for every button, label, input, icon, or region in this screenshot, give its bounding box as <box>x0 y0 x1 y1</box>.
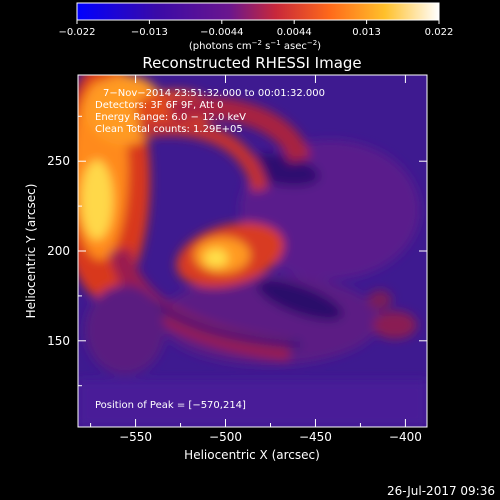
colorbar-tick-label: −0.022 <box>58 27 95 38</box>
x-tick-label: −450 <box>299 430 332 444</box>
peak-position-label: Position of Peak = [−570,214] <box>95 400 246 411</box>
y-tick-label: 200 <box>47 244 70 258</box>
chart-title: Reconstructed RHESSI Image <box>142 54 361 72</box>
x-axis: −550 −500 −450 −400 <box>90 75 422 444</box>
y-tick-label: 150 <box>47 334 70 348</box>
colorbar: −0.022 −0.013 −0.0044 0.0044 0.013 0.022 (pho… <box>58 2 453 52</box>
observation-info: 7−Nov−2014 23:51:32.000 to 00:01:32.000D… <box>95 88 325 135</box>
colorbar-tick-label: 0.0044 <box>277 27 312 38</box>
info-line: Energy Range: 6.0 − 12.0 keV <box>95 112 246 123</box>
y-tick-label: 250 <box>47 154 70 168</box>
colorbar-ticks: −0.022 −0.013 −0.0044 0.0044 0.013 0.022 <box>58 20 453 38</box>
colorbar-tick-label: −0.013 <box>131 27 168 38</box>
plot-area <box>78 75 427 427</box>
info-line: 7−Nov−2014 23:51:32.000 to 00:01:32.000 <box>103 88 325 99</box>
y-axis: 150 200 250 <box>47 115 427 387</box>
colorbar-tick-label: −0.0044 <box>200 27 243 38</box>
info-line: Clean Total counts: 1.29E+05 <box>95 124 243 135</box>
timestamp: 26-Jul-2017 09:36 <box>387 484 495 498</box>
colorbar-gradient <box>76 2 440 21</box>
y-axis-label: Heliocentric Y (arcsec) <box>24 184 38 319</box>
emission-image <box>78 75 427 427</box>
colorbar-tick-label: 0.013 <box>352 27 381 38</box>
colorbar-tick-label: 0.022 <box>425 27 454 38</box>
x-axis-label: Heliocentric X (arcsec) <box>184 448 320 462</box>
x-tick-label: −500 <box>209 430 242 444</box>
colorbar-unit: (photons cm−2 s−1 asec−2) <box>189 39 321 52</box>
x-tick-label: −550 <box>119 430 152 444</box>
x-tick-label: −400 <box>389 430 422 444</box>
info-line: Detectors: 3F 6F 9F, Att 0 <box>95 100 223 111</box>
